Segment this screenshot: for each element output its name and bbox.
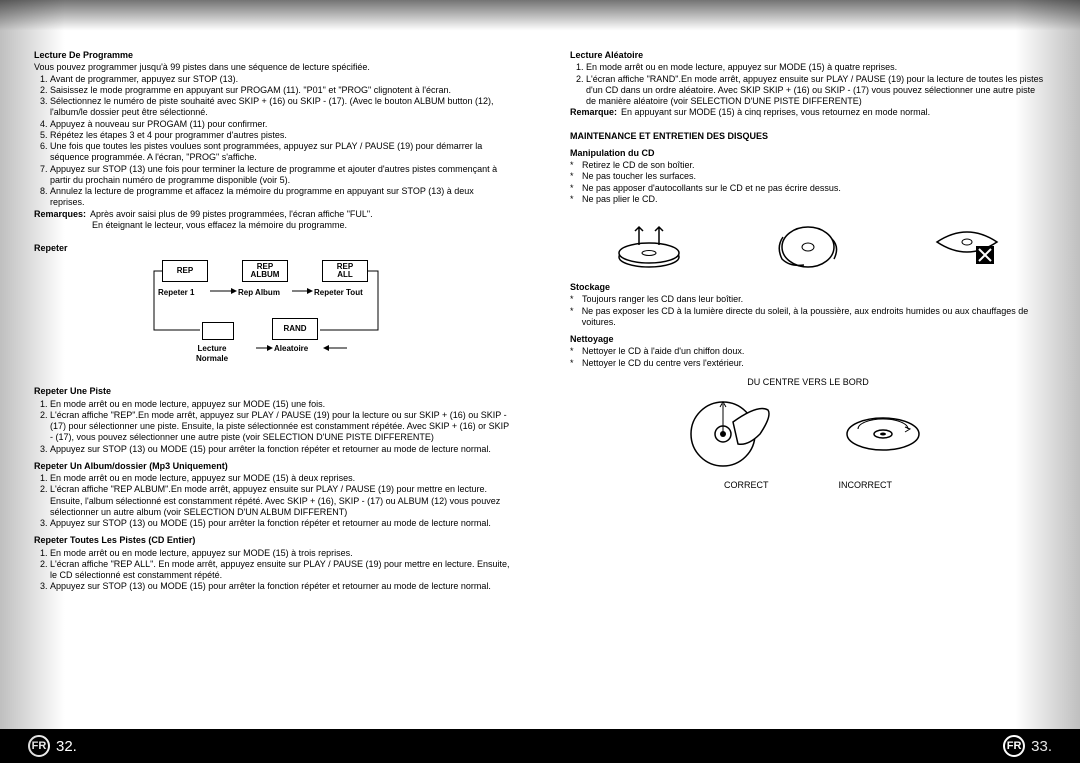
heading-lecture-de-programme: Lecture De Programme bbox=[34, 50, 510, 61]
diagram-box-rep-album: REP ALBUM bbox=[242, 260, 288, 282]
lang-badge: FR bbox=[1003, 735, 1025, 757]
heading-repeter-album: Repeter Un Album/dossier (Mp3 Uniquement… bbox=[34, 461, 510, 472]
bullet-item: *Ne pas plier le CD. bbox=[570, 194, 1046, 205]
list-item: En mode arrêt ou en mode lecture, appuye… bbox=[50, 399, 510, 410]
list-item: En mode arrêt ou en mode lecture, appuye… bbox=[50, 548, 510, 559]
footer-left: FR 32. bbox=[28, 735, 77, 757]
list-item: Sélectionnez le numéro de piste souhaité… bbox=[50, 96, 510, 119]
list-item: Une fois que toutes les pistes voulues s… bbox=[50, 141, 510, 164]
diagram-label-repeter-tout: Repeter Tout bbox=[314, 288, 363, 298]
list-item: Saisissez le mode programme en appuyant … bbox=[50, 85, 510, 96]
label-correct: CORRECT bbox=[724, 480, 769, 491]
list-item: Appuyez sur STOP (13) ou MODE (15) pour … bbox=[50, 444, 510, 455]
bullet-item: *Nettoyer le CD du centre vers l'extérie… bbox=[570, 358, 1046, 369]
diagram-label-lecture-normale: Lecture Normale bbox=[196, 344, 228, 364]
bullet-item: *Ne pas toucher les surfaces. bbox=[570, 171, 1046, 182]
diagram-label-aleatoire: Aleatoire bbox=[274, 344, 308, 354]
remove-cd-icon bbox=[609, 217, 689, 272]
remark-line2: En éteignant le lecteur, vous effacez la… bbox=[34, 220, 510, 231]
repeter-toutes-steps: En mode arrêt ou en mode lecture, appuye… bbox=[34, 548, 510, 593]
no-bend-icon bbox=[927, 217, 1007, 272]
heading-nettoyage: Nettoyage bbox=[570, 334, 1046, 345]
right-column: Lecture Aléatoire En mode arrêt ou en mo… bbox=[570, 50, 1046, 723]
bullet-item: *Toujours ranger les CD dans leur boîtie… bbox=[570, 294, 1046, 305]
programme-steps: Avant de programmer, appuyez sur STOP (1… bbox=[34, 74, 510, 209]
remark-text: En appuyant sur MODE (15) à cinq reprise… bbox=[621, 107, 930, 118]
heading-maintenance: MAINTENANCE ET ENTRETIEN DES DISQUES bbox=[570, 131, 1046, 142]
bullet-item: *Ne pas exposer les CD à la lumière dire… bbox=[570, 306, 1046, 329]
list-item: L'écran affiche "REP".En mode arrêt, app… bbox=[50, 410, 510, 444]
heading-stockage: Stockage bbox=[570, 282, 1046, 293]
heading-repeter-toutes: Repeter Toutes Les Pistes (CD Entier) bbox=[34, 535, 510, 546]
repeter-une-piste-steps: En mode arrêt ou en mode lecture, appuye… bbox=[34, 399, 510, 455]
list-item: L'écran affiche "REP ALL". En mode arrêt… bbox=[50, 559, 510, 582]
cd-handling-illustrations bbox=[570, 217, 1046, 272]
aleatoire-steps: En mode arrêt ou en mode lecture, appuye… bbox=[570, 62, 1046, 107]
diagram-box-rep: REP bbox=[162, 260, 208, 282]
remark-label: Remarques: bbox=[34, 209, 86, 220]
diagram-label-rep-album: Rep Album bbox=[238, 288, 280, 298]
repeter-album-steps: En mode arrêt ou en mode lecture, appuye… bbox=[34, 473, 510, 529]
page-footer: FR 32. FR 33. bbox=[0, 729, 1080, 763]
repeat-mode-diagram: REP REP ALBUM REP ALL RAND Repeter 1 Rep… bbox=[152, 260, 392, 380]
heading-manipulation: Manipulation du CD bbox=[570, 148, 1046, 159]
remark: Remarque: En appuyant sur MODE (15) à ci… bbox=[570, 107, 1046, 118]
diagram-box-blank bbox=[202, 322, 234, 340]
list-item: L'écran affiche "RAND".En mode arrêt, ap… bbox=[586, 74, 1046, 108]
page-number-right: 33. bbox=[1031, 738, 1052, 755]
bullet-item: *Retirez le CD de son boîtier. bbox=[570, 160, 1046, 171]
footer-right: FR 33. bbox=[1003, 735, 1052, 757]
diagram-label-repeter1: Repeter 1 bbox=[158, 288, 194, 298]
list-item: L'écran affiche "REP ALBUM".En mode arrê… bbox=[50, 484, 510, 518]
diagram-box-rand: RAND bbox=[272, 318, 318, 340]
heading-repeter: Repeter bbox=[34, 243, 510, 254]
list-item: En mode arrêt ou en mode lecture, appuye… bbox=[586, 62, 1046, 73]
list-item: Appuyez sur STOP (13) une fois pour term… bbox=[50, 164, 510, 187]
cleaning-labels: CORRECT INCORRECT bbox=[570, 480, 1046, 491]
cleaning-heading: DU CENTRE VERS LE BORD bbox=[570, 377, 1046, 388]
remark: Remarques: Après avoir saisi plus de 99 … bbox=[34, 209, 510, 220]
bullet-item: *Nettoyer le CD à l'aide d'un chiffon do… bbox=[570, 346, 1046, 357]
list-item: En mode arrêt ou en mode lecture, appuye… bbox=[50, 473, 510, 484]
intro-text: Vous pouvez programmer jusqu'à 99 pistes… bbox=[34, 62, 510, 73]
lang-badge: FR bbox=[28, 735, 50, 757]
clean-incorrect-icon bbox=[838, 394, 928, 474]
diagram-box-rep-all: REP ALL bbox=[322, 260, 368, 282]
remark-label: Remarque: bbox=[570, 107, 617, 118]
left-column: Lecture De Programme Vous pouvez program… bbox=[34, 50, 510, 723]
list-item: Appuyez à nouveau sur PROGAM (11) pour c… bbox=[50, 119, 510, 130]
remark-text: Après avoir saisi plus de 99 pistes prog… bbox=[90, 209, 373, 220]
list-item: Appuyez sur STOP (13) ou MODE (15) pour … bbox=[50, 518, 510, 529]
bullet-item: *Ne pas apposer d'autocollants sur le CD… bbox=[570, 183, 1046, 194]
label-incorrect: INCORRECT bbox=[839, 480, 893, 491]
heading-lecture-aleatoire: Lecture Aléatoire bbox=[570, 50, 1046, 61]
list-item: Appuyez sur STOP (13) ou MODE (15) pour … bbox=[50, 581, 510, 592]
clean-correct-icon bbox=[688, 394, 778, 474]
heading-repeter-une-piste: Repeter Une Piste bbox=[34, 386, 510, 397]
list-item: Annulez la lecture de programme et affac… bbox=[50, 186, 510, 209]
hold-cd-icon bbox=[768, 217, 848, 272]
list-item: Répétez les étapes 3 et 4 pour programme… bbox=[50, 130, 510, 141]
cleaning-illustrations bbox=[570, 394, 1046, 474]
page-number-left: 32. bbox=[56, 738, 77, 755]
list-item: Avant de programmer, appuyez sur STOP (1… bbox=[50, 74, 510, 85]
